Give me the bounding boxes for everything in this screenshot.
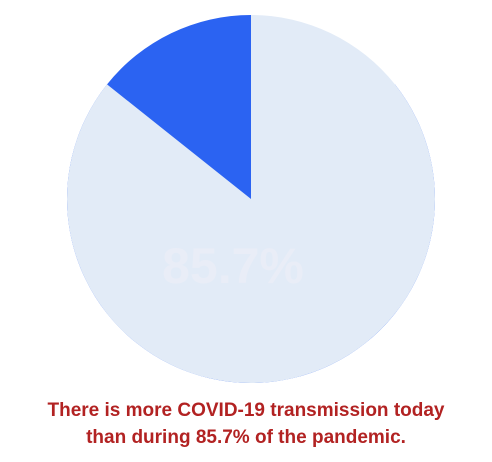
caption-line-1: There is more COVID-19 transmission toda… (47, 400, 445, 421)
caption-line-2: than during 85.7% of the pandemic. (86, 427, 406, 448)
pie-slice-minor (67, 15, 436, 383)
pie-value-label: 85.7% (162, 238, 304, 294)
pie-slices (66, 15, 436, 383)
